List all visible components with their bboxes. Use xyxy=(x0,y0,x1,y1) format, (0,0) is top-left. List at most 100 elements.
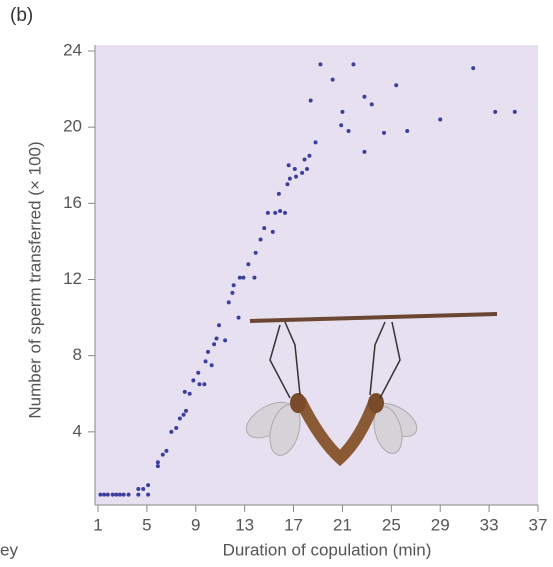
point xyxy=(182,389,187,394)
point xyxy=(236,315,241,320)
point xyxy=(203,359,208,364)
point xyxy=(471,66,476,71)
point xyxy=(160,452,165,457)
point xyxy=(270,229,275,234)
point xyxy=(177,416,182,421)
point xyxy=(246,262,251,267)
point xyxy=(169,429,174,434)
point xyxy=(187,391,192,396)
point xyxy=(226,300,231,305)
y-tick-label: 4 xyxy=(73,421,82,440)
point xyxy=(206,349,210,354)
point xyxy=(294,174,298,179)
point xyxy=(302,157,307,162)
point xyxy=(155,464,160,469)
point xyxy=(102,492,107,497)
point xyxy=(230,290,235,295)
point xyxy=(184,408,188,413)
point xyxy=(313,140,318,145)
x-tick-label: 37 xyxy=(529,515,548,534)
point xyxy=(146,492,151,497)
thorax xyxy=(290,393,306,413)
point xyxy=(286,163,291,168)
point xyxy=(283,210,287,215)
point xyxy=(362,94,367,99)
point xyxy=(118,492,122,497)
illustration xyxy=(245,312,498,467)
point xyxy=(318,62,323,67)
point xyxy=(146,483,151,488)
point xyxy=(394,83,399,88)
point xyxy=(307,153,312,158)
x-tick-label: 21 xyxy=(333,515,352,534)
point xyxy=(241,275,246,280)
x-tick-label: 5 xyxy=(142,515,151,534)
point xyxy=(114,492,119,497)
point xyxy=(340,109,345,114)
point xyxy=(141,486,146,491)
point xyxy=(512,109,517,114)
point xyxy=(196,370,201,375)
body xyxy=(294,397,381,467)
point xyxy=(110,492,115,497)
point xyxy=(202,382,207,387)
point xyxy=(121,492,126,497)
point xyxy=(330,77,335,82)
point xyxy=(214,336,219,341)
point xyxy=(262,226,267,231)
point xyxy=(351,62,356,67)
point xyxy=(252,275,257,280)
point xyxy=(305,167,309,172)
point xyxy=(197,382,202,387)
y-tick-label: 20 xyxy=(63,117,82,136)
point xyxy=(276,191,281,196)
point xyxy=(217,323,221,328)
point xyxy=(181,412,186,417)
point xyxy=(258,237,263,242)
point xyxy=(155,460,160,465)
point xyxy=(126,492,131,497)
legs xyxy=(269,321,401,399)
x-tick-label: 25 xyxy=(382,515,401,534)
x-tick-label: 1 xyxy=(93,515,102,534)
point xyxy=(136,492,141,497)
point xyxy=(98,492,103,497)
point xyxy=(285,182,290,187)
point xyxy=(105,492,110,497)
point xyxy=(405,128,410,133)
point xyxy=(362,149,367,154)
point xyxy=(493,109,498,114)
point xyxy=(231,283,236,288)
point xyxy=(191,378,196,383)
cut-text: ey xyxy=(0,540,18,559)
point xyxy=(164,448,169,453)
point xyxy=(237,275,242,280)
point xyxy=(273,210,278,215)
x-tick-label: 9 xyxy=(191,515,200,534)
point xyxy=(287,176,292,181)
point xyxy=(174,426,179,431)
x-axis-label: Duration of copulation (min) xyxy=(223,540,432,559)
y-tick-label: 24 xyxy=(63,40,82,59)
panel-label: (b) xyxy=(10,5,33,26)
point xyxy=(308,98,313,103)
point xyxy=(136,486,141,491)
points xyxy=(98,62,517,497)
y-tick-label: 12 xyxy=(63,269,82,288)
point xyxy=(212,342,217,347)
x-tick-label: 29 xyxy=(431,515,450,534)
rod xyxy=(249,312,498,323)
point xyxy=(265,210,270,215)
point xyxy=(223,338,228,343)
point xyxy=(382,130,386,135)
y-tick-label: 16 xyxy=(63,193,82,212)
point xyxy=(292,167,297,172)
point xyxy=(339,123,344,128)
point xyxy=(278,208,283,213)
y-tick-label: 8 xyxy=(73,345,82,364)
point xyxy=(300,170,305,175)
point xyxy=(346,128,351,133)
x-tick-label: 17 xyxy=(284,515,303,534)
point xyxy=(253,250,258,255)
